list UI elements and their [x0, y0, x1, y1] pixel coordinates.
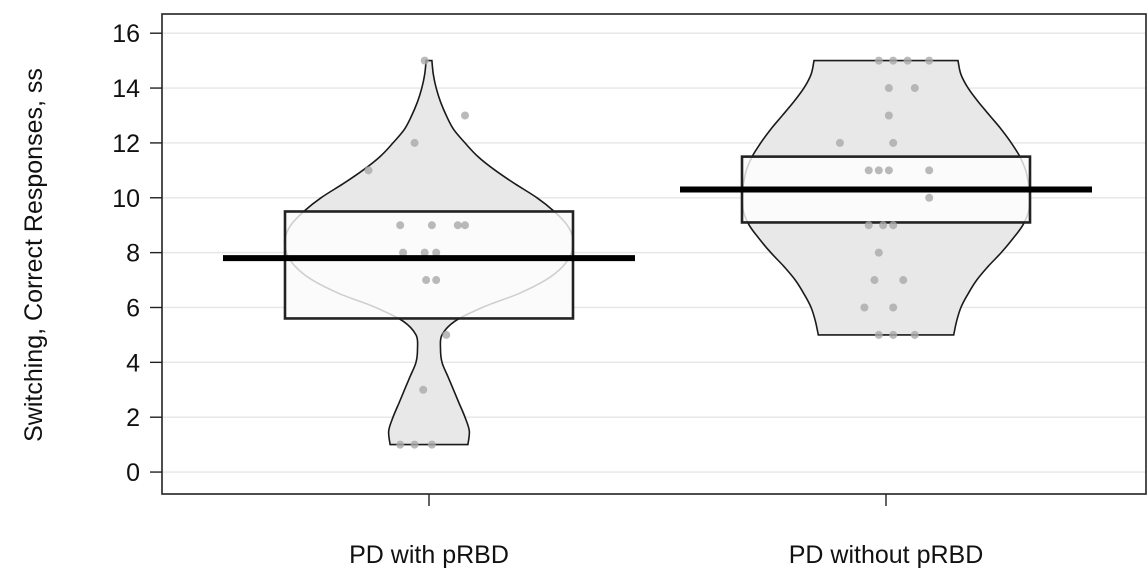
data-point [925, 56, 934, 65]
y-tick-label-10: 10 [112, 185, 140, 213]
data-point [461, 111, 469, 120]
y-tick-label-12: 12 [112, 130, 140, 158]
y-tick-label-6: 6 [126, 294, 140, 322]
data-point [889, 56, 898, 65]
x-tick-label-2: PD without pRBD [789, 541, 984, 569]
inference-box-1 [283, 210, 575, 320]
data-point [874, 248, 883, 257]
data-point [432, 248, 441, 257]
y-axis-label: Switching, Correct Responses, ss [20, 68, 48, 442]
data-point [884, 84, 893, 93]
x-tick-label-1: PD with pRBD [349, 541, 509, 569]
data-point [396, 221, 405, 230]
raw-data-points [364, 56, 934, 449]
data-point [420, 248, 429, 257]
data-point [422, 276, 431, 285]
y-tick-label-2: 2 [126, 404, 140, 432]
data-point [364, 166, 373, 175]
data-point [396, 440, 405, 449]
data-point [889, 221, 898, 230]
data-point [889, 303, 898, 312]
data-point [461, 221, 469, 230]
data-point [399, 248, 408, 257]
data-point [903, 56, 912, 65]
data-point [879, 221, 888, 230]
data-point [442, 330, 451, 339]
data-point [870, 276, 879, 285]
inference-boxes [283, 155, 1032, 320]
data-point [884, 111, 893, 120]
inference-box-fill-1 [285, 211, 573, 319]
data-point [835, 138, 844, 147]
data-point [427, 440, 436, 449]
data-point [432, 276, 441, 285]
data-point [419, 385, 428, 394]
plot-frame [161, 13, 1147, 495]
y-tick-label-4: 4 [126, 349, 140, 377]
data-point [874, 166, 883, 175]
y-tick-label-0: 0 [126, 459, 140, 487]
data-point [864, 221, 873, 230]
data-point [889, 330, 898, 339]
data-point [420, 56, 429, 65]
mean-lines [223, 186, 1092, 262]
data-point [884, 166, 893, 175]
data-point [910, 330, 919, 339]
y-tick-label-14: 14 [112, 75, 140, 103]
data-point [410, 440, 419, 449]
data-point [860, 303, 869, 312]
y-tick-label-8: 8 [126, 240, 140, 268]
data-point [899, 276, 908, 285]
y-axis-ticks: 0 2 4 6 8 10 12 14 16 [112, 20, 162, 487]
data-point [453, 221, 462, 230]
data-point [874, 330, 883, 339]
data-point [410, 138, 419, 147]
axes [161, 13, 1147, 495]
data-point [925, 166, 934, 175]
data-point [925, 193, 934, 202]
data-point [874, 56, 883, 65]
data-point [889, 138, 898, 147]
y-tick-label-16: 16 [112, 20, 140, 48]
x-axis-ticks: PD with pRBD PD without pRBD [349, 494, 983, 569]
data-point [427, 221, 436, 230]
data-point [864, 166, 873, 175]
data-point [910, 84, 919, 93]
